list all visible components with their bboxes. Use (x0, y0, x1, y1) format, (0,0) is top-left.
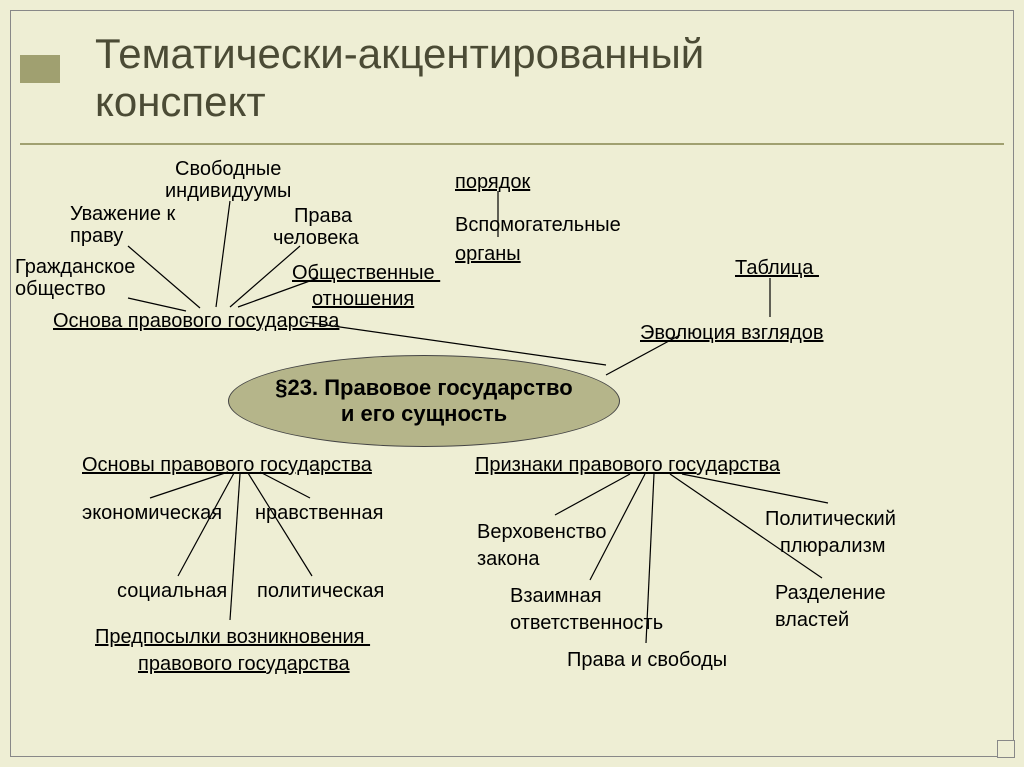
label-evol: Эволюция взглядов (640, 322, 824, 344)
label-pravasv: Права и свободы (567, 649, 727, 671)
label-vspomog2: органы (455, 243, 521, 265)
label-verkh1: Верховенство (477, 521, 607, 543)
label-priznaki: Признаки правового государства (475, 454, 780, 476)
title-line-2: конспект (95, 78, 266, 125)
label-grazhd1: Гражданское (15, 256, 135, 278)
label-uvazhenie1: Уважение к (70, 203, 175, 225)
center-topic-ellipse: §23. Правовое государство и его сущность (228, 355, 620, 447)
title-line-1: Тематически-акцентированный (95, 30, 704, 77)
label-grazhd2: общество (15, 278, 106, 300)
label-prava2: человека (273, 227, 359, 249)
label-osnova1: Основа правового государства (53, 310, 339, 332)
label-nrav: нравственная (255, 502, 383, 524)
label-tablica: Таблица (735, 257, 819, 279)
corner-decoration (997, 740, 1015, 758)
label-vspomog1: Вспомогательные (455, 214, 621, 236)
label-polit2: плюрализм (780, 535, 886, 557)
label-razd2: властей (775, 609, 849, 631)
label-vzaim2: ответственность (510, 612, 663, 634)
label-obshch2: отношения (312, 288, 414, 310)
label-predp1: Предпосылки возникновения (95, 626, 370, 648)
label-prava1: Права (294, 205, 352, 227)
label-verkh2: закона (477, 548, 540, 570)
label-obshch1: Общественные (292, 262, 440, 284)
title-accent-bar (20, 55, 60, 83)
label-svobodnye1: Свободные (175, 158, 281, 180)
label-ekon: экономическая (82, 502, 222, 524)
label-politich: политическая (257, 580, 384, 602)
label-osnovy: Основы правового государства (82, 454, 372, 476)
center-line-1: §23. Правовое государство (275, 375, 572, 401)
center-line-2: и его сущность (341, 401, 507, 427)
label-vzaim1: Взаимная (510, 585, 602, 607)
label-social: социальная (117, 580, 227, 602)
label-razd1: Разделение (775, 582, 886, 604)
label-uvazhenie2: праву (70, 225, 123, 247)
label-polit1: Политический (765, 508, 896, 530)
label-poryadok: порядок (455, 171, 530, 193)
title-underline (20, 143, 1004, 145)
slide-title: Тематически-акцентированный конспект (95, 30, 704, 127)
label-predp2: правового государства (138, 653, 350, 675)
label-svobodnye2: индивидуумы (165, 180, 291, 202)
